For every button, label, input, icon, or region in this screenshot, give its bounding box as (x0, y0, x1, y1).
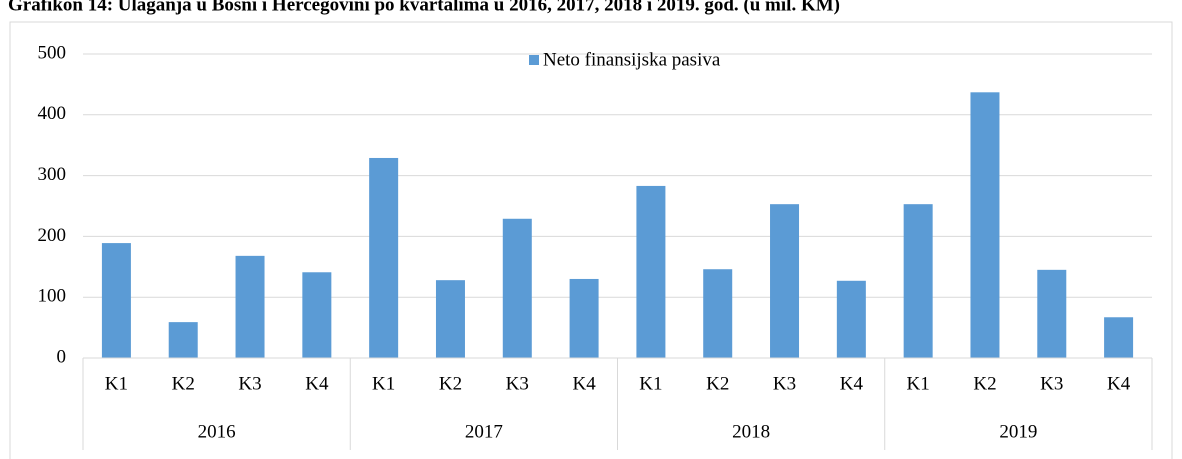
x-group-label: 2019 (999, 421, 1037, 442)
x-tick-label: K4 (1107, 373, 1131, 394)
x-tick-label: K3 (238, 373, 261, 394)
y-tick-label: 300 (38, 164, 67, 185)
x-tick-label: K4 (572, 373, 596, 394)
bar (903, 204, 933, 358)
bar (1104, 317, 1134, 358)
bar (703, 269, 733, 358)
bar (836, 280, 866, 358)
x-tick-label: K2 (172, 373, 195, 394)
x-tick-label: K4 (840, 373, 864, 394)
bar (502, 218, 532, 358)
x-tick-label: K2 (973, 373, 996, 394)
y-tick-label: 0 (57, 346, 67, 367)
x-tick-label: K2 (706, 373, 729, 394)
x-tick-label: K3 (1040, 373, 1063, 394)
x-group-label: 2017 (465, 421, 503, 442)
bar (302, 272, 332, 358)
bar (435, 280, 465, 358)
y-tick-label: 100 (38, 286, 67, 307)
chart-title: Grafikon 14: Ulaganja u Bosni i Hercegov… (8, 0, 840, 15)
bar (569, 278, 599, 358)
x-tick-label: K3 (773, 373, 796, 394)
legend-label: Neto finansijska pasiva (543, 49, 721, 70)
x-tick-label: K1 (907, 373, 930, 394)
y-tick-label: 200 (38, 225, 67, 246)
x-group-label: 2018 (732, 421, 770, 442)
x-tick-label: K1 (639, 373, 662, 394)
x-tick-label: K3 (506, 373, 529, 394)
x-tick-label: K4 (305, 373, 329, 394)
bar (770, 204, 800, 358)
x-tick-label: K1 (372, 373, 395, 394)
y-tick-label: 500 (38, 42, 67, 63)
bar (168, 322, 198, 358)
bar (636, 185, 666, 358)
bar (235, 255, 265, 358)
bar (1037, 269, 1067, 358)
bar (369, 157, 399, 358)
x-tick-label: K2 (439, 373, 462, 394)
bar (970, 92, 1000, 358)
y-tick-label: 400 (38, 103, 67, 124)
bar (101, 243, 131, 358)
x-tick-label: K1 (105, 373, 128, 394)
x-group-label: 2016 (198, 421, 236, 442)
legend-swatch (529, 55, 539, 65)
